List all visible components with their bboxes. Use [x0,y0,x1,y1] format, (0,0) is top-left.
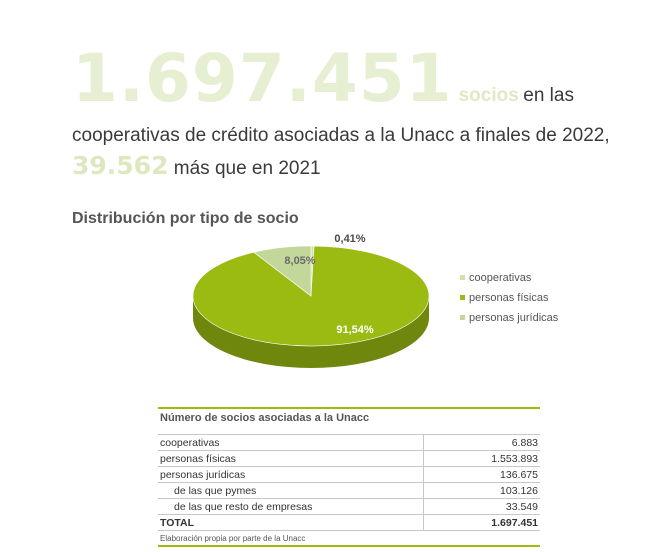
headline-line3-rest: más que en 2021 [173,158,321,179]
table-footnote: Elaboración propia por parte de la Unacc [158,531,540,547]
row-value: 103.126 [423,482,540,499]
legend-label: personas jurídicas [469,312,559,324]
legend-item: personas jurídicas [460,312,580,324]
headline-line2: cooperativas de crédito asociadas a la U… [72,125,610,146]
table-title: Número de socios asociadas a la Unacc [158,407,540,434]
row-label: cooperativas [158,434,424,451]
row-label: TOTAL [158,514,424,531]
members-total: 1.697.451 [72,40,453,117]
legend-item: personas físicas [460,292,580,304]
members-increase: 39.562 [72,151,169,180]
legend-swatch [460,295,465,300]
pie-slice-1 [192,245,430,347]
headline-line1-rest: en las [523,85,574,106]
table-total-row: TOTAL 1.697.451 [158,514,540,531]
headline: 1.697.451 socios en las [72,40,642,117]
row-value: 1.697.451 [423,514,540,531]
table-row: personas físicas 1.553.893 [158,450,540,467]
row-value: 6.883 [423,434,540,451]
members-table: Número de socios asociadas a la Unacc co… [158,407,540,547]
data-table: cooperativas 6.883 personas físicas 1.55… [158,434,540,531]
table-row: de las que pymes 103.126 [158,482,540,499]
pie-chart: 0,41% 91,54% 8,05% [192,233,430,368]
pie-slice-2 [253,245,312,297]
legend-label: cooperativas [469,272,532,284]
row-value: 136.675 [423,466,540,483]
pie-data-label-2: 8,05% [284,255,315,267]
headline-line3: 39.562 más que en 2021 [72,151,321,180]
legend-swatch [460,275,465,280]
row-value: 1.553.893 [423,450,540,467]
legend-item: cooperativas [460,272,580,284]
row-label: personas físicas [158,450,424,467]
pie-side-1 [193,296,429,368]
legend-label: personas físicas [469,292,549,304]
row-value: 33.549 [423,498,540,515]
table-row: de las que resto de empresas 33.549 [158,498,540,515]
row-label: personas jurídicas [158,466,424,483]
row-label: de las que resto de empresas [158,498,424,515]
members-unit: socios [458,85,519,106]
section-title: Distribución por tipo de socio [72,210,299,227]
pie-data-label-0: 0,41% [334,233,365,245]
legend-swatch [460,315,465,320]
row-label: de las que pymes [158,482,424,499]
table-row: cooperativas 6.883 [158,434,540,451]
table-row: personas jurídicas 136.675 [158,466,540,483]
chart-legend: cooperativas personas físicas personas j… [460,272,580,332]
pie-data-label-1: 91,54% [336,324,374,336]
